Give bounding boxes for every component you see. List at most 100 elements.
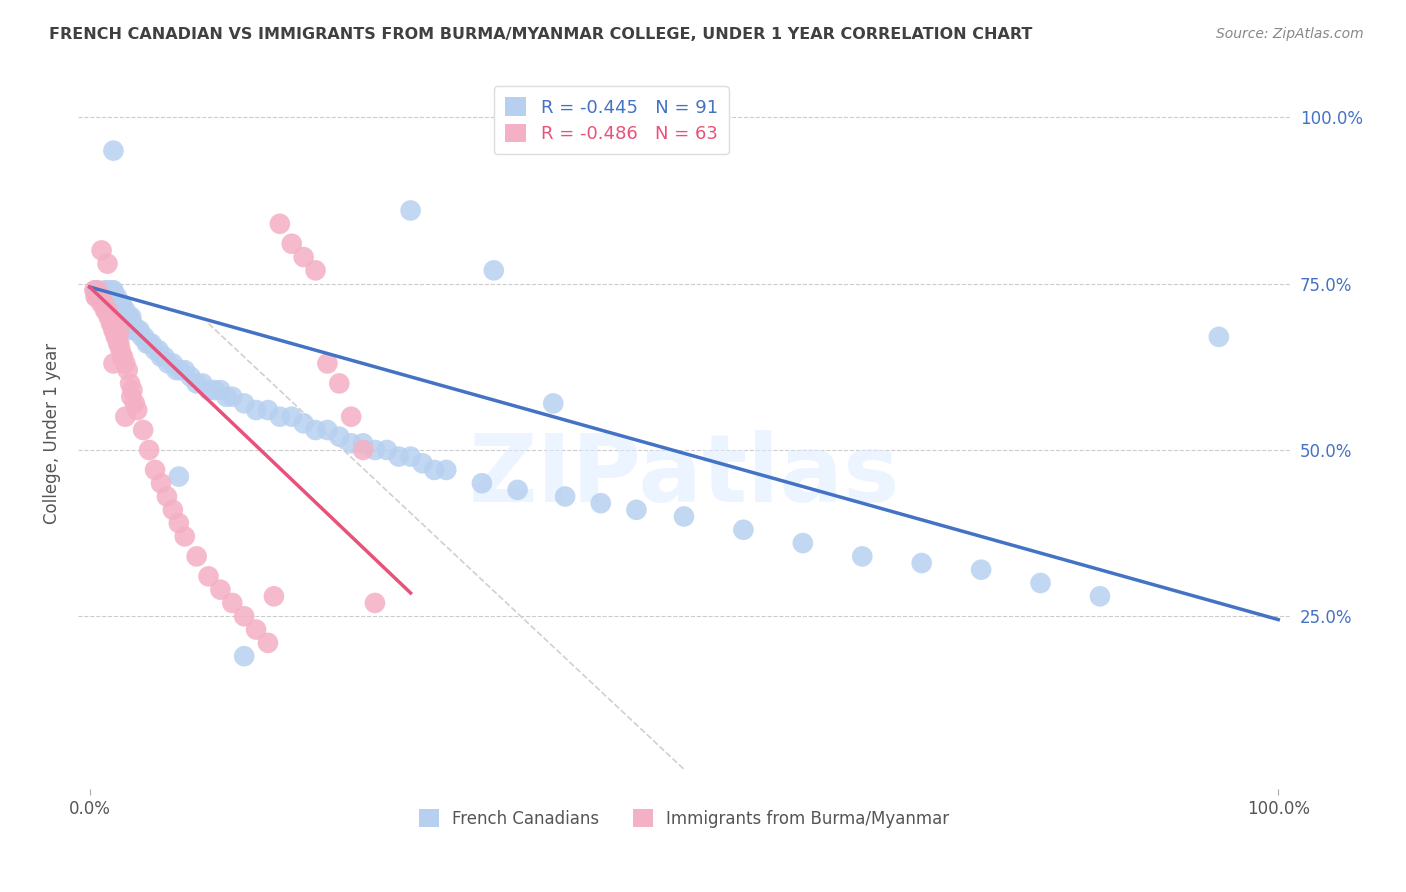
Point xyxy=(121,317,143,331)
Point xyxy=(197,383,219,397)
Point xyxy=(111,303,134,318)
Point xyxy=(97,310,120,324)
Point xyxy=(316,356,339,370)
Point xyxy=(215,390,238,404)
Point xyxy=(245,403,267,417)
Point xyxy=(257,403,280,417)
Point xyxy=(375,442,398,457)
Point xyxy=(411,456,433,470)
Point xyxy=(96,303,118,318)
Point xyxy=(111,296,134,310)
Point xyxy=(672,509,695,524)
Point xyxy=(103,356,125,370)
Point xyxy=(131,330,153,344)
Point xyxy=(84,283,107,297)
Point xyxy=(115,310,138,324)
Point xyxy=(304,423,326,437)
Point xyxy=(221,596,243,610)
Point xyxy=(107,296,129,310)
Point xyxy=(135,336,157,351)
Point xyxy=(316,423,339,437)
Point xyxy=(148,343,170,358)
Point xyxy=(173,363,195,377)
Point xyxy=(124,323,146,337)
Point xyxy=(269,217,291,231)
Point xyxy=(108,296,131,310)
Point xyxy=(114,356,136,370)
Point xyxy=(352,442,374,457)
Point xyxy=(245,623,267,637)
Point xyxy=(96,296,118,310)
Point xyxy=(165,363,187,377)
Point xyxy=(204,383,226,397)
Point xyxy=(153,350,176,364)
Point xyxy=(127,323,149,337)
Point xyxy=(89,290,111,304)
Point xyxy=(124,396,146,410)
Point xyxy=(141,336,163,351)
Point xyxy=(304,263,326,277)
Legend: French Canadians, Immigrants from Burma/Myanmar: French Canadians, Immigrants from Burma/… xyxy=(412,803,956,834)
Point xyxy=(167,516,190,530)
Point xyxy=(112,310,135,324)
Point xyxy=(96,257,118,271)
Point xyxy=(83,283,105,297)
Point xyxy=(434,463,457,477)
Point xyxy=(127,403,149,417)
Point xyxy=(118,310,141,324)
Point xyxy=(132,423,155,437)
Point xyxy=(340,436,363,450)
Point xyxy=(90,244,112,258)
Point xyxy=(105,290,128,304)
Point xyxy=(554,490,576,504)
Point xyxy=(104,323,127,337)
Point xyxy=(121,383,143,397)
Point xyxy=(104,296,127,310)
Point xyxy=(110,303,132,318)
Point xyxy=(423,463,446,477)
Point xyxy=(792,536,814,550)
Point xyxy=(84,290,107,304)
Point xyxy=(399,203,422,218)
Point xyxy=(233,396,256,410)
Point xyxy=(1088,590,1111,604)
Point xyxy=(1029,576,1052,591)
Point xyxy=(263,590,285,604)
Point xyxy=(180,369,202,384)
Point xyxy=(269,409,291,424)
Point xyxy=(122,323,145,337)
Text: Source: ZipAtlas.com: Source: ZipAtlas.com xyxy=(1216,27,1364,41)
Point xyxy=(221,390,243,404)
Y-axis label: College, Under 1 year: College, Under 1 year xyxy=(44,343,60,524)
Point xyxy=(471,476,494,491)
Point xyxy=(120,390,142,404)
Point xyxy=(111,350,134,364)
Point xyxy=(111,350,134,364)
Point xyxy=(328,376,350,391)
Point xyxy=(94,303,117,318)
Point xyxy=(626,503,648,517)
Point xyxy=(733,523,755,537)
Point xyxy=(101,317,124,331)
Point xyxy=(104,290,127,304)
Point xyxy=(851,549,873,564)
Point xyxy=(162,503,184,517)
Point xyxy=(506,483,529,497)
Point xyxy=(143,343,166,358)
Point xyxy=(90,290,112,304)
Point xyxy=(150,476,173,491)
Point xyxy=(169,363,191,377)
Text: FRENCH CANADIAN VS IMMIGRANTS FROM BURMA/MYANMAR COLLEGE, UNDER 1 YEAR CORRELATI: FRENCH CANADIAN VS IMMIGRANTS FROM BURMA… xyxy=(49,27,1032,42)
Point xyxy=(96,303,118,318)
Point xyxy=(257,636,280,650)
Point xyxy=(157,356,180,370)
Point xyxy=(103,283,125,297)
Point xyxy=(91,296,114,310)
Point xyxy=(167,469,190,483)
Point xyxy=(134,330,156,344)
Point xyxy=(970,563,993,577)
Point xyxy=(233,609,256,624)
Point xyxy=(233,649,256,664)
Point xyxy=(156,490,179,504)
Point xyxy=(96,283,118,297)
